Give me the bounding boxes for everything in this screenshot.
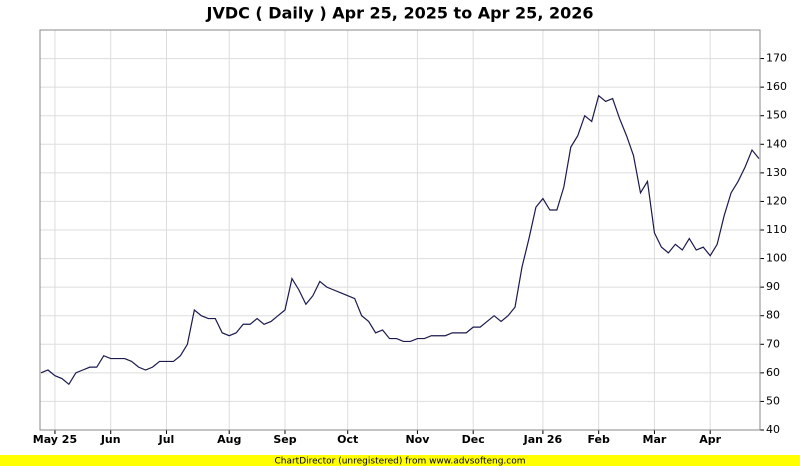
- x-tick-label: Jun: [100, 433, 121, 446]
- x-tick-label: Dec: [462, 433, 485, 446]
- y-tick-label: 100: [766, 252, 787, 265]
- footer: ChartDirector (unregistered) from www.ad…: [274, 457, 525, 467]
- x-tick-label: Jul: [158, 433, 175, 446]
- x-tick-label: May 25: [33, 433, 77, 446]
- y-tick-label: 60: [766, 366, 780, 379]
- y-tick-label: 110: [766, 223, 787, 236]
- y-tick-label: 90: [766, 280, 780, 293]
- x-tick-label: Oct: [337, 433, 358, 446]
- y-tick-label: 160: [766, 80, 787, 93]
- y-tick-label: 130: [766, 166, 787, 179]
- chart-title: JVDC ( Daily ) Apr 25, 2025 to Apr 25, 2…: [205, 4, 593, 23]
- y-tick-label: 70: [766, 337, 780, 350]
- x-tick-label: Mar: [643, 433, 667, 446]
- x-tick-label: Sep: [273, 433, 296, 446]
- x-tick-label: Feb: [587, 433, 610, 446]
- y-tick-label: 50: [766, 394, 780, 407]
- y-tick-label: 120: [766, 194, 787, 207]
- y-tick-label: 140: [766, 137, 787, 150]
- x-tick-label: Jan 26: [523, 433, 563, 446]
- price-line: [40, 94, 760, 386]
- x-tick-label: Aug: [217, 433, 241, 446]
- y-tick-label: 150: [766, 109, 787, 122]
- footer-bar: [0, 455, 800, 466]
- y-tick-label: 40: [766, 423, 780, 436]
- y-tick-label: 80: [766, 309, 780, 322]
- y-tick-label: 170: [766, 52, 787, 65]
- plot-border: [39, 29, 761, 431]
- x-tick-label: Nov: [405, 433, 430, 446]
- x-tick-label: Apr: [699, 433, 721, 446]
